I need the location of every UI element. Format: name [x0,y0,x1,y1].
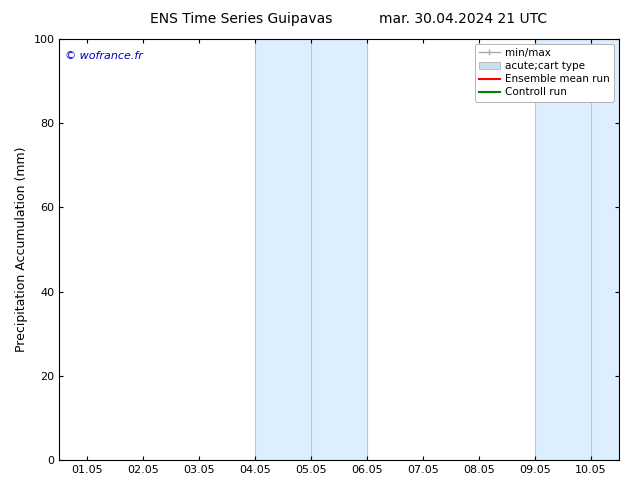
Text: mar. 30.04.2024 21 UTC: mar. 30.04.2024 21 UTC [378,12,547,26]
Y-axis label: Precipitation Accumulation (mm): Precipitation Accumulation (mm) [15,147,28,352]
Bar [535,39,619,460]
Text: © wofrance.fr: © wofrance.fr [65,51,143,61]
Legend: min/max, acute;cart type, Ensemble mean run, Controll run: min/max, acute;cart type, Ensemble mean … [475,44,614,101]
Bar [256,39,367,460]
Text: ENS Time Series Guipavas: ENS Time Series Guipavas [150,12,332,26]
